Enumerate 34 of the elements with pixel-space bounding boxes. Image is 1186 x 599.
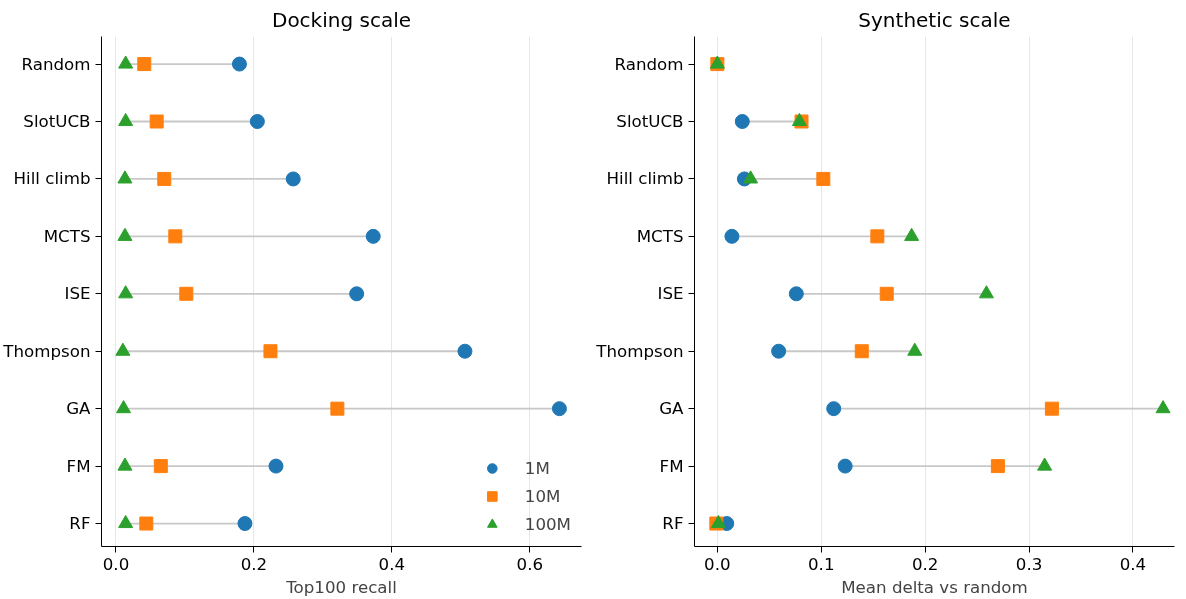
x-tick-label: 0.3 [1015,554,1043,574]
x-axis-title: Mean delta vs random [841,577,1028,597]
chart-title: Synthetic scale [858,7,1011,32]
x-tick-label: 0.4 [1119,554,1147,574]
y-tick-label: Thompson [595,341,684,361]
x-tick-label: 0.1 [808,554,835,574]
x-tick-label: 0.2 [911,554,939,574]
x-tick-label: 0.6 [516,554,544,574]
x-axis-title: Top100 recall [285,577,397,597]
x-tick-label: 0.4 [378,554,406,574]
y-tick-label: Thompson [2,341,91,361]
y-tick-label: Random [614,54,684,74]
y-tick-label: MCTS [636,226,684,246]
legend-label: 100M [524,514,571,534]
legend-label: 1M [524,458,550,478]
y-tick-label: ISE [657,284,684,304]
y-tick-label: Hill climb [606,169,684,189]
y-tick-label: GA [66,399,92,419]
chart-title: Docking scale [271,7,412,32]
y-tick-label: ISE [64,284,91,304]
y-tick-label: GA [659,399,685,419]
y-tick-label: SlotUCB [23,112,91,131]
x-tick-label: 0.0 [102,554,130,574]
y-tick-label: MCTS [43,226,91,246]
x-tick-label: 0.0 [704,554,731,574]
y-tick-label: Hill climb [13,169,91,189]
y-tick-label: FM [66,456,91,476]
y-tick-label: SlotUCB [616,112,684,131]
y-tick-label: FM [659,456,684,476]
x-tick-label: 0.2 [240,554,268,574]
y-tick-label: RF [69,514,91,534]
legend-label: 10M [524,486,561,506]
y-tick-label: RF [662,514,684,534]
y-tick-label: Random [21,54,91,74]
